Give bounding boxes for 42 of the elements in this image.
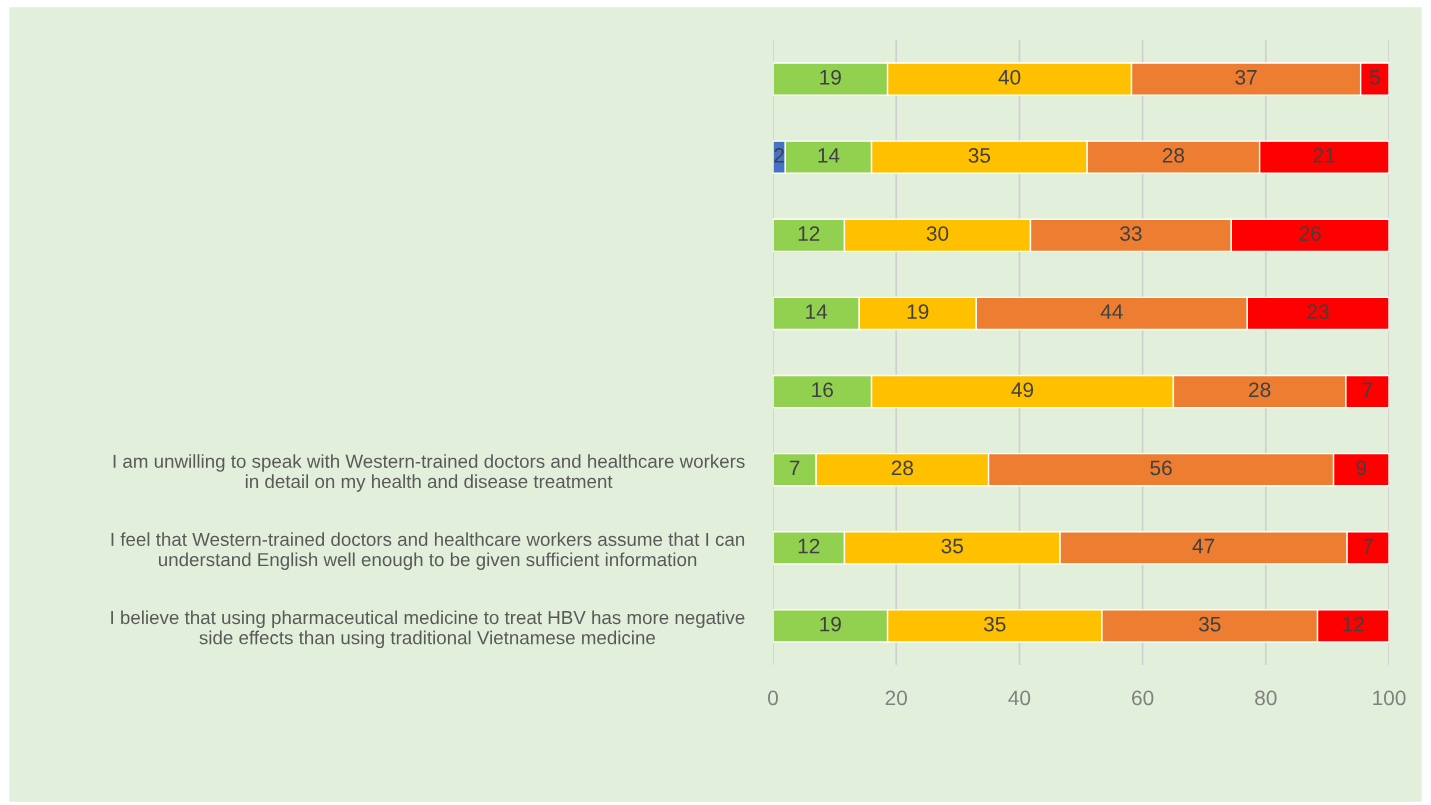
data-label: 19 bbox=[820, 616, 841, 632]
data-label: 12 bbox=[798, 226, 820, 241]
data-label: 37 bbox=[1235, 69, 1257, 85]
data-label: 28 bbox=[891, 460, 914, 476]
data-label: 19 bbox=[907, 304, 929, 320]
data-label: 7 bbox=[1362, 382, 1373, 397]
y-tick-label: I believe that using pharmaceutical medicine to treat HBV has more negative side effects than using traditional Vietnamese medicine bbox=[111, 610, 745, 649]
data-label: 2 bbox=[774, 148, 784, 163]
data-label: 5 bbox=[1369, 70, 1380, 85]
data-label: 19 bbox=[820, 69, 841, 85]
data-label: 35 bbox=[1198, 616, 1221, 632]
data-label: 28 bbox=[1162, 148, 1185, 163]
data-label: 23 bbox=[1307, 304, 1329, 320]
data-label: 28 bbox=[1249, 382, 1271, 398]
data-label: 9 bbox=[1356, 460, 1367, 476]
data-label: 35 bbox=[941, 538, 963, 554]
x-tick-label: 80 bbox=[1255, 690, 1277, 706]
y-tick-label: I feel that Western-trained doctors and healthcare workers assume that I can understand English well enough to be given sufficient information bbox=[111, 532, 745, 570]
data-label: 40 bbox=[998, 69, 1021, 85]
data-label: 21 bbox=[1313, 148, 1335, 163]
data-label: 56 bbox=[1150, 460, 1172, 476]
data-label: 7 bbox=[789, 460, 800, 476]
data-label: 7 bbox=[1363, 538, 1373, 554]
data-label: 49 bbox=[1011, 382, 1034, 398]
data-label: 14 bbox=[806, 304, 828, 319]
data-label: 47 bbox=[1192, 538, 1215, 554]
x-tick-label: 40 bbox=[1008, 690, 1031, 706]
data-label: 26 bbox=[1299, 226, 1321, 241]
data-label: 44 bbox=[1100, 304, 1123, 319]
x-tick-label: 20 bbox=[885, 690, 907, 706]
data-label: 14 bbox=[818, 148, 840, 163]
x-tick-label: 100 bbox=[1373, 690, 1406, 706]
data-label: 35 bbox=[983, 616, 1006, 632]
x-tick-label: 0 bbox=[768, 690, 778, 706]
data-label: 33 bbox=[1120, 226, 1142, 241]
data-label: 12 bbox=[798, 538, 820, 554]
data-label: 16 bbox=[812, 382, 833, 398]
y-tick-label: I am unwilling to speak with Western-trained doctors and healthcare workers in detail on my health and disease treatment bbox=[113, 454, 745, 492]
data-label: 35 bbox=[968, 148, 991, 163]
data-label: 12 bbox=[1343, 616, 1364, 632]
data-label: 30 bbox=[926, 226, 949, 241]
x-tick-label: 60 bbox=[1132, 690, 1154, 706]
